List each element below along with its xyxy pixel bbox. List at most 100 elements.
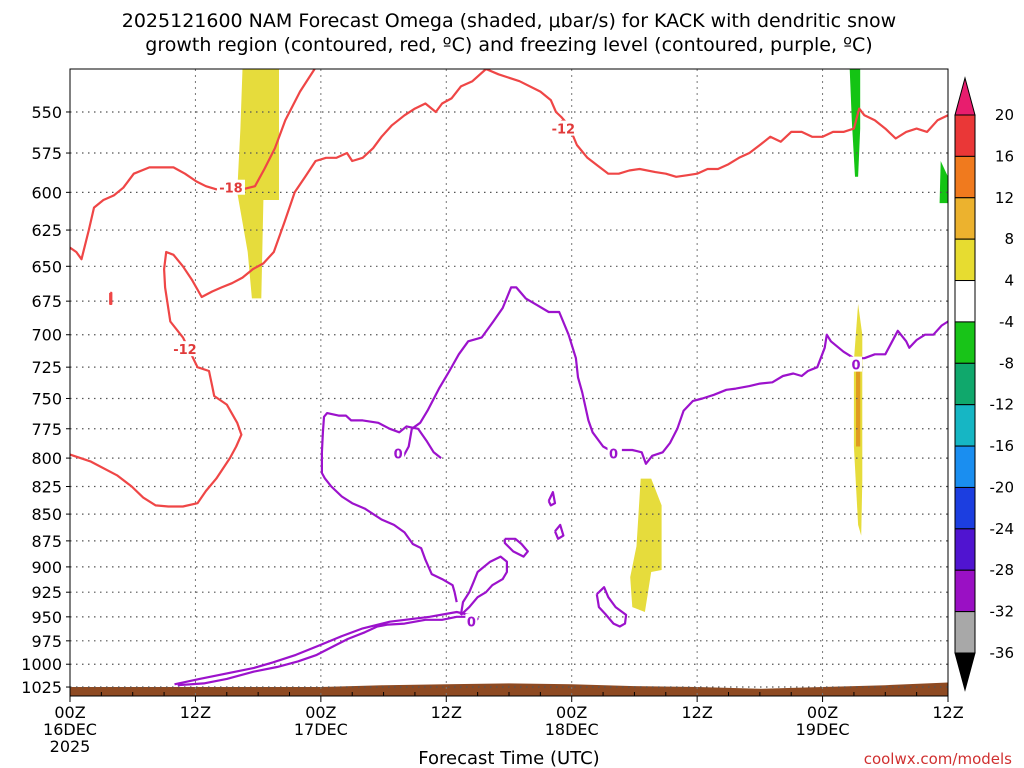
- colorbar-label-1: 16: [995, 147, 1014, 165]
- x-axis-label: Forecast Time (UTC): [418, 748, 599, 768]
- x-tick-label: 00Z: [54, 703, 85, 722]
- freezing-contour-label-0: 0: [394, 447, 403, 462]
- plot-frame: [69, 68, 949, 697]
- dgz-contour-layer: [70, 69, 948, 508]
- y-tick-label: 575: [31, 144, 62, 163]
- colorbar-segment-1: [954, 155, 976, 199]
- chart-title-line2: growth region (contoured, red, ºC) and f…: [145, 34, 872, 56]
- dgz-contour-label-1-bg: [170, 341, 199, 357]
- colorbar-label-5: -4: [999, 313, 1014, 331]
- y-tick-label: 1000: [21, 655, 62, 674]
- freezing-contour-8: [547, 491, 557, 507]
- x-tick-label: 12Z: [932, 703, 963, 722]
- freezing-contour-label-1-bg: [465, 613, 478, 629]
- y-tick-label: 850: [31, 505, 62, 524]
- dgz-contour-label-2-bg: [549, 120, 578, 136]
- dgz-contour-3: [109, 291, 113, 305]
- x-tick-label: 00Z: [807, 703, 838, 722]
- freezing-contour-7: [553, 523, 565, 540]
- dgz-contour-label-1: -12: [173, 343, 197, 358]
- grid-layer: [70, 69, 948, 696]
- colorbar-label-12: -32: [990, 603, 1015, 621]
- freezing-contour-label-3-bg: [850, 356, 863, 372]
- y-tick-label: 700: [31, 326, 62, 345]
- freezing-contour-label-2-bg: [607, 445, 620, 461]
- freezing-contour-label-2: 0: [609, 447, 618, 462]
- x-tick-label: 12Z: [681, 703, 712, 722]
- colorbar-segment-0: [954, 114, 976, 157]
- omega-region-3: [856, 360, 861, 447]
- x-tick-date: 19DEC: [796, 720, 850, 739]
- y-tick-label: 950: [31, 608, 62, 627]
- x-tick-date: 17DEC: [294, 720, 348, 739]
- y-tick-label: 650: [31, 257, 62, 276]
- freezing-contour-0: [174, 610, 479, 687]
- x-tick-label: 12Z: [431, 703, 462, 722]
- freezing-contour-label-0-bg: [392, 445, 405, 461]
- freezing-contour-2: [401, 286, 615, 459]
- freezing-contour-3: [621, 320, 948, 465]
- colorbar-segment-10: [954, 528, 976, 571]
- x-tick-label: 12Z: [180, 703, 211, 722]
- dgz-contour-label-0-bg: [216, 179, 245, 195]
- colorbar-segment-12: [954, 611, 976, 654]
- dgz-contour-0: [70, 69, 316, 261]
- y-tick-label: 550: [31, 103, 62, 122]
- y-tick-label: 600: [31, 183, 62, 202]
- colorbar-top-arrow: [954, 76, 976, 116]
- colorbar: 20 16 12 8 4 -4 -8 -12 -16 -20 -24 -28 -32 -36: [954, 76, 1015, 692]
- colorbar-segment-4: [954, 280, 976, 323]
- colorbar-label-0: 20: [995, 106, 1014, 124]
- chart-title-line1: 2025121600 NAM Forecast Omega (shaded, μ…: [122, 10, 896, 32]
- colorbar-segment-9: [954, 486, 976, 530]
- colorbar-label-8: -16: [990, 437, 1015, 455]
- colorbar-label-7: -12: [990, 396, 1015, 414]
- freezing-contour-1: [320, 412, 458, 603]
- colorbar-label-9: -20: [990, 478, 1015, 496]
- colorbar-label-2: 12: [995, 189, 1014, 207]
- freezing-contour-6: [595, 586, 628, 628]
- y-tick-label: 625: [31, 221, 62, 240]
- colorbar-segment-7: [954, 404, 976, 447]
- colorbar-segment-3: [954, 238, 976, 282]
- y-tick-label: 875: [31, 532, 62, 551]
- omega-region-1: [630, 478, 662, 612]
- colorbar-segment-11: [954, 569, 976, 613]
- y-tick-label: 775: [31, 420, 62, 439]
- y-tick-label: 925: [31, 583, 62, 602]
- x-tick-label: 00Z: [305, 703, 336, 722]
- omega-region-0: [237, 69, 279, 299]
- x-tick-date: 18DEC: [545, 720, 599, 739]
- y-tick-label: 900: [31, 558, 62, 577]
- colorbar-bottom-arrow: [954, 652, 976, 692]
- y-tick-label: 725: [31, 358, 62, 377]
- x-tick-label: 00Z: [556, 703, 587, 722]
- freezing-level-contour-layer: [174, 286, 948, 687]
- freezing-contour-label-1: 0: [467, 616, 476, 631]
- freezing-contour-5: [503, 537, 529, 558]
- colorbar-segment-6: [954, 362, 976, 406]
- colorbar-label-13: -36: [990, 644, 1015, 662]
- y-tick-label: 825: [31, 478, 62, 497]
- colorbar-segment-5: [954, 321, 976, 364]
- colorbar-label-11: -28: [990, 561, 1015, 579]
- colorbar-segment-2: [954, 197, 976, 240]
- x-tick-year: 2025: [50, 737, 91, 756]
- dgz-contour-label-0: -18: [219, 182, 243, 197]
- colorbar-label-3: 8: [1004, 230, 1014, 248]
- credit-text: coolwx.com/models: [864, 750, 1012, 768]
- y-tick-label: 975: [31, 632, 62, 651]
- omega-shading-layer: [237, 69, 948, 612]
- y-tick-label: 800: [31, 449, 62, 468]
- dgz-contour-1: [70, 69, 948, 508]
- x-tick-date: 16DEC: [43, 720, 97, 739]
- freezing-contour-label-3: 0: [851, 359, 860, 374]
- contour-label-layer: -18 -12 -12 0 0 0 0: [170, 120, 863, 631]
- colorbar-segment-8: [954, 445, 976, 488]
- y-axis-ticks: 550 575 600 625 650 675 700 725 750 775 800 825 850 8…: [21, 103, 70, 697]
- freezing-contour-4: [459, 555, 508, 616]
- colorbar-label-4: 4: [1004, 272, 1014, 290]
- omega-region-5: [939, 161, 948, 204]
